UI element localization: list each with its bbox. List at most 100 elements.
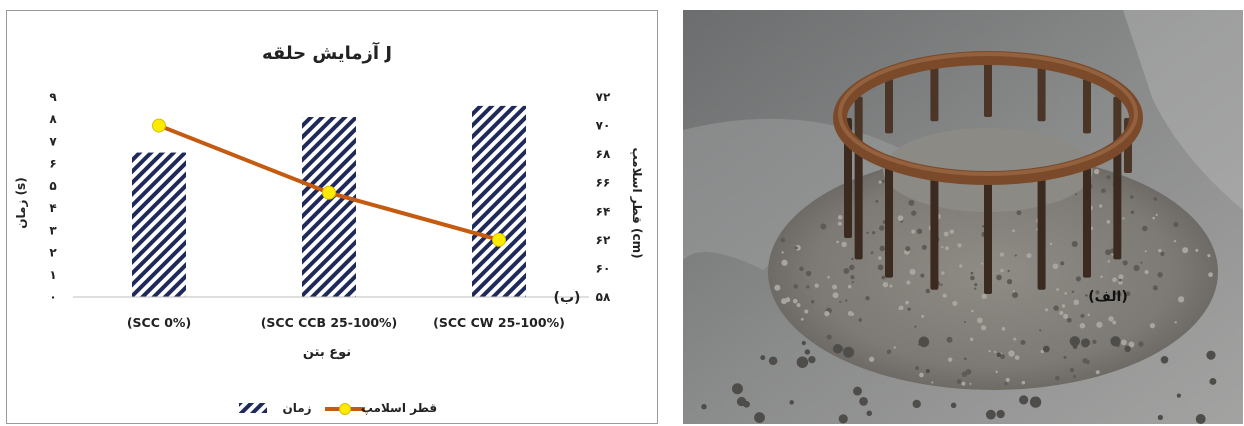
aggregate-speck	[1157, 414, 1163, 421]
steel-ring-highlight	[838, 52, 1138, 176]
aggregate-speck	[847, 284, 852, 289]
aggregate-speck	[1174, 321, 1177, 324]
aggregate-speck	[1107, 260, 1111, 263]
aggregate-speck	[1007, 269, 1010, 273]
aggregate-speck	[1073, 374, 1077, 379]
y-axis-left-label: زمان (s)	[14, 177, 28, 228]
aggregate-speck	[1153, 197, 1158, 201]
aggregate-speck	[879, 225, 885, 231]
aggregate-speck	[925, 369, 930, 374]
aggregate-speck	[1128, 341, 1135, 348]
aggregate-speck	[1064, 292, 1068, 295]
aggregate-speck	[1008, 350, 1015, 357]
chart-title: آزمایش حلقه J	[262, 41, 392, 64]
aggregate-speck	[1095, 290, 1100, 295]
aggregate-speck	[851, 257, 854, 261]
aggregate-speck	[969, 382, 972, 385]
left-tick-label: ۰	[49, 290, 56, 304]
j-ring-chart: آزمایش حلقه J ۰ ۱ ۲ ۳ ۴ ۵ ۶ ۷ ۸ ۹ ۵۸ ۶۰ ۶۲ ۶۴ ۶۶ ۶۸ ۷۰ ۷…	[14, 41, 644, 415]
aggregate-speck	[940, 283, 943, 286]
bar-series	[132, 105, 526, 297]
bar-mark	[132, 152, 186, 297]
aggregate-speck	[1056, 288, 1060, 291]
aggregate-speck	[1013, 337, 1017, 341]
left-tick-label: ۲	[49, 246, 57, 260]
aggregate-speck	[1044, 308, 1049, 312]
right-axis-ticks: ۵۸ ۶۰ ۶۲ ۶۴ ۶۶ ۶۸ ۷۰ ۷۲	[596, 90, 611, 304]
aggregate-speck	[971, 309, 974, 313]
aggregate-speck	[995, 370, 998, 374]
aggregate-speck	[1096, 321, 1103, 328]
aggregate-speck	[785, 297, 791, 303]
aggregate-speck	[1106, 220, 1111, 224]
aggregate-speck	[1152, 216, 1156, 220]
aggregate-speck	[853, 386, 862, 396]
aggregate-speck	[1142, 225, 1148, 232]
aggregate-speck	[1042, 345, 1050, 353]
aggregate-speck	[814, 283, 819, 288]
aggregate-speck	[1053, 305, 1059, 311]
aggregate-speck	[1060, 261, 1065, 266]
aggregate-speck	[882, 281, 889, 288]
aggregate-speck	[921, 314, 925, 318]
aggregate-speck	[1112, 320, 1117, 325]
aggregate-speck	[875, 200, 879, 203]
aggregate-speck	[1158, 248, 1162, 253]
aggregate-speck	[886, 349, 892, 354]
category-labels: (SCC 0%) (SCC CCB 25-100%) (SCC CW 25-100%…	[127, 315, 565, 330]
aggregate-speck	[1087, 313, 1090, 317]
photo-panel-label: (الف)	[1088, 289, 1128, 305]
aggregate-speck	[957, 243, 962, 248]
aggregate-speck	[800, 317, 804, 321]
aggregate-speck	[1152, 285, 1158, 291]
aggregate-speck	[1176, 393, 1181, 398]
aggregate-speck	[1149, 323, 1156, 329]
legend-swatch-bar	[239, 403, 267, 413]
aggregate-speck	[1118, 280, 1123, 285]
bar-mark	[302, 117, 356, 297]
left-tick-label: ۹	[49, 90, 57, 104]
aggregate-speck	[1080, 313, 1085, 318]
aggregate-speck	[1124, 345, 1131, 353]
aggregate-speck	[963, 357, 967, 361]
legend: زمان قطر اسلامپ	[239, 401, 437, 415]
aggregate-speck	[1066, 317, 1072, 323]
aggregate-speck	[1130, 195, 1134, 199]
aggregate-speck	[774, 284, 781, 291]
aggregate-speck	[931, 381, 934, 384]
left-tick-label: ۶	[49, 157, 56, 171]
x-axis-label: نوع بتن	[303, 345, 351, 360]
aggregate-speck	[889, 284, 893, 288]
aggregate-speck	[1016, 210, 1022, 216]
aggregate-speck	[866, 231, 869, 234]
aggregate-speck	[1195, 414, 1206, 424]
aggregate-speck	[988, 349, 991, 353]
aggregate-speck	[1160, 251, 1165, 257]
aggregate-speck	[701, 404, 707, 410]
aggregate-speck	[806, 285, 810, 289]
right-tick-label: ۷۲	[596, 90, 611, 104]
aggregate-speck	[820, 223, 827, 230]
aggregate-speck	[914, 325, 917, 328]
right-tick-label: ۶۲	[596, 233, 611, 247]
aggregate-speck	[827, 275, 830, 279]
aggregate-speck	[836, 240, 839, 244]
aggregate-speck	[908, 199, 915, 206]
chart-panel-label: (ب)	[554, 290, 581, 306]
aggregate-speck	[1122, 217, 1125, 220]
aggregate-speck	[1071, 240, 1078, 248]
aggregate-speck	[945, 246, 949, 251]
aggregate-speck	[1001, 326, 1006, 331]
aggregate-speck	[870, 251, 874, 255]
aggregate-speck	[915, 366, 920, 371]
aggregate-speck	[993, 350, 997, 354]
aggregate-speck	[943, 231, 949, 237]
aggregate-speck	[996, 352, 1002, 358]
left-tick-label: ۷	[49, 134, 57, 148]
ring-rod	[854, 139, 863, 260]
ring-rod	[885, 78, 894, 134]
j-ring-photo: (الف)	[683, 10, 1243, 424]
ring-rod	[1037, 66, 1046, 122]
aggregate-speck	[981, 262, 984, 265]
line-point	[322, 185, 336, 200]
